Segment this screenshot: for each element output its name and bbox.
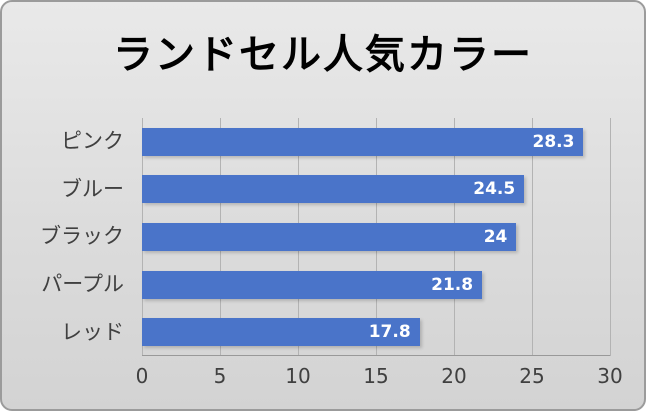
category-label: ブラック bbox=[40, 224, 124, 249]
x-tick-label: 15 bbox=[363, 364, 389, 388]
category-label: ブルー bbox=[61, 176, 124, 201]
bar: 24 bbox=[142, 222, 517, 251]
category-label: レッド bbox=[61, 319, 124, 344]
chart-title: ランドセル人気カラー bbox=[113, 32, 533, 78]
category-label: パープル bbox=[41, 272, 124, 297]
value-label: 28.3 bbox=[532, 131, 575, 152]
bar: 28.3 bbox=[142, 127, 584, 156]
value-label: 24 bbox=[483, 226, 508, 247]
bar-rows: 28.3 24.5 24 21.8 17.8 bbox=[142, 118, 610, 356]
x-tick-label: 25 bbox=[519, 364, 545, 388]
x-axis-line bbox=[142, 355, 610, 356]
gridline bbox=[610, 118, 611, 356]
bar-row: 24.5 bbox=[142, 175, 610, 204]
x-axis-labels: 0 5 10 15 20 25 30 bbox=[136, 362, 623, 392]
bar-row: 24 bbox=[142, 222, 610, 251]
value-label: 17.8 bbox=[368, 322, 411, 343]
bar-row: 17.8 bbox=[142, 318, 610, 347]
bar-row: 21.8 bbox=[142, 270, 610, 299]
plot-area: 28.3 24.5 24 21.8 17.8 bbox=[142, 118, 611, 356]
value-label: 24.5 bbox=[473, 179, 516, 200]
category-label: ピンク bbox=[61, 129, 124, 154]
bar: 21.8 bbox=[142, 270, 483, 299]
x-tick-label: 10 bbox=[285, 364, 311, 388]
x-tick-label: 0 bbox=[135, 364, 149, 388]
value-label: 21.8 bbox=[431, 274, 474, 295]
bar-row: 28.3 bbox=[142, 127, 610, 156]
gridline bbox=[532, 118, 533, 356]
x-tick-label: 5 bbox=[213, 364, 227, 388]
x-tick-label: 20 bbox=[441, 364, 467, 388]
bar: 24.5 bbox=[142, 175, 525, 204]
category-labels: ピンクブルーブラックパープルレッド bbox=[8, 118, 134, 356]
bar: 17.8 bbox=[142, 318, 420, 347]
x-tick-label: 30 bbox=[597, 364, 623, 388]
